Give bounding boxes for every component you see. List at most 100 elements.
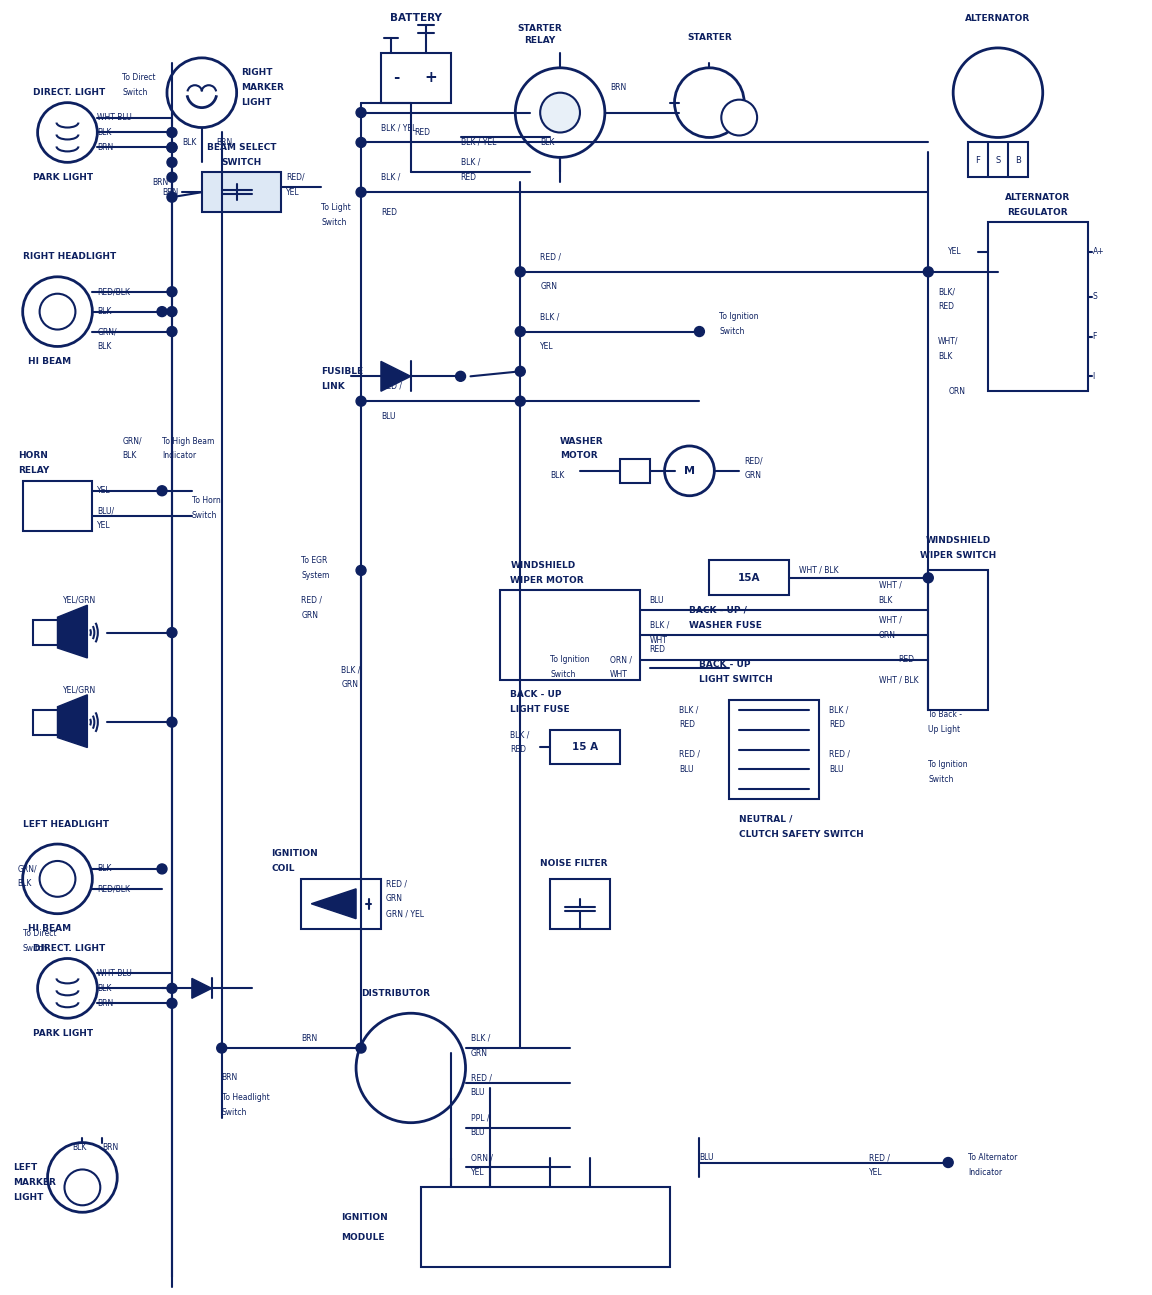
Text: F: F (976, 155, 980, 164)
Text: SWITCH: SWITCH (221, 158, 262, 167)
Text: BACK - UP /: BACK - UP / (689, 606, 748, 615)
Text: DIRECT. LIGHT: DIRECT. LIGHT (32, 944, 105, 953)
Text: RED: RED (381, 207, 397, 216)
Circle shape (47, 1142, 118, 1212)
Bar (23, 480, 92, 531)
Bar (381, 53, 450, 102)
Text: BACK - UP: BACK - UP (510, 690, 562, 699)
Text: GRN / YEL: GRN / YEL (386, 909, 424, 918)
Polygon shape (58, 605, 88, 658)
Circle shape (167, 58, 236, 127)
Text: HI BEAM: HI BEAM (28, 925, 70, 934)
Text: I: I (1092, 372, 1094, 381)
Text: WHT: WHT (650, 636, 667, 645)
Text: CLUTCH SAFETY SWITCH: CLUTCH SAFETY SWITCH (740, 830, 864, 839)
Text: To Headlight: To Headlight (221, 1093, 270, 1102)
Bar (500, 591, 639, 680)
Text: BACK - UP: BACK - UP (699, 660, 751, 670)
Text: RIGHT HEADLIGHT: RIGHT HEADLIGHT (23, 253, 116, 262)
Text: BLU: BLU (381, 412, 395, 421)
Text: GRN: GRN (386, 895, 403, 904)
Text: RED: RED (828, 720, 844, 729)
Text: ALTERNATOR: ALTERNATOR (1006, 193, 1070, 202)
Text: RELAY: RELAY (524, 36, 555, 45)
Text: To Back -: To Back - (929, 710, 962, 719)
Text: BLK: BLK (97, 865, 112, 873)
Text: GRN: GRN (744, 471, 761, 480)
Circle shape (167, 142, 177, 153)
Text: BRN: BRN (103, 1143, 119, 1153)
Text: To Alternator: To Alternator (968, 1153, 1017, 1162)
Circle shape (665, 445, 714, 496)
Text: To Ignition: To Ignition (929, 760, 968, 769)
Bar (202, 172, 281, 212)
Text: To EGR: To EGR (302, 556, 327, 565)
Text: BRN: BRN (302, 1033, 318, 1042)
Bar (551, 879, 609, 929)
Text: IGNITION: IGNITION (272, 850, 318, 859)
Text: +: + (424, 70, 437, 85)
Text: 15 A: 15 A (571, 742, 598, 752)
Circle shape (943, 1158, 953, 1168)
Text: BLK: BLK (97, 984, 112, 993)
Text: RED: RED (899, 655, 915, 664)
Bar (929, 570, 988, 710)
Circle shape (217, 1042, 227, 1053)
Circle shape (157, 864, 167, 874)
Circle shape (157, 307, 167, 316)
Text: BRN: BRN (221, 1074, 238, 1083)
Text: BLU: BLU (650, 596, 665, 605)
Text: LEFT HEADLIGHT: LEFT HEADLIGHT (23, 820, 108, 829)
Text: YEL/GRN: YEL/GRN (62, 685, 96, 694)
Bar (729, 699, 819, 799)
Text: Switch: Switch (192, 512, 218, 521)
Text: BLK /: BLK / (461, 158, 480, 167)
Text: BLK /: BLK / (828, 706, 848, 715)
Circle shape (515, 366, 525, 377)
Text: YEL: YEL (287, 188, 300, 197)
Circle shape (157, 486, 167, 496)
Text: BLK/: BLK/ (938, 287, 955, 297)
Text: RED /: RED / (540, 253, 561, 262)
Text: LIGHT: LIGHT (242, 98, 272, 107)
Circle shape (167, 326, 177, 337)
Text: RED: RED (461, 172, 477, 181)
Circle shape (167, 307, 177, 316)
Text: To Ignition: To Ignition (551, 655, 590, 664)
Text: GRN: GRN (302, 611, 318, 619)
Circle shape (953, 48, 1043, 137)
Text: BLU: BLU (680, 765, 694, 774)
Text: NEUTRAL /: NEUTRAL / (740, 815, 793, 824)
Text: Switch: Switch (321, 218, 347, 227)
Text: To Horn: To Horn (192, 496, 221, 505)
Circle shape (515, 67, 605, 158)
Text: RED: RED (938, 302, 954, 311)
Polygon shape (311, 888, 356, 918)
Text: RED/: RED/ (287, 172, 305, 181)
Text: BLK / YEL: BLK / YEL (381, 123, 416, 132)
Text: Indicator: Indicator (162, 452, 196, 461)
Text: To Ignition: To Ignition (719, 312, 759, 321)
Bar (551, 729, 620, 764)
Polygon shape (381, 361, 411, 391)
Text: WHT /: WHT / (879, 580, 901, 589)
Text: IGNITION: IGNITION (341, 1212, 388, 1221)
Text: S: S (995, 155, 1001, 164)
Text: GRN/: GRN/ (17, 865, 37, 873)
Text: WHT / BLK: WHT / BLK (799, 566, 839, 575)
Circle shape (167, 983, 177, 993)
Text: LEFT: LEFT (13, 1163, 37, 1172)
Text: PARK LIGHT: PARK LIGHT (32, 172, 93, 181)
Text: WHT / BLK: WHT / BLK (879, 676, 918, 684)
Text: ORN /: ORN / (609, 655, 631, 664)
Text: LIGHT FUSE: LIGHT FUSE (510, 706, 570, 715)
Text: BLK: BLK (73, 1143, 86, 1153)
Text: GRN: GRN (341, 680, 358, 689)
Text: BLK /: BLK / (510, 730, 530, 739)
Text: Switch: Switch (23, 944, 48, 953)
Text: STARTER: STARTER (687, 34, 732, 43)
Circle shape (455, 372, 465, 381)
Text: B: B (1015, 155, 1021, 164)
Text: To Light: To Light (321, 202, 351, 211)
Text: Switch: Switch (719, 328, 744, 335)
